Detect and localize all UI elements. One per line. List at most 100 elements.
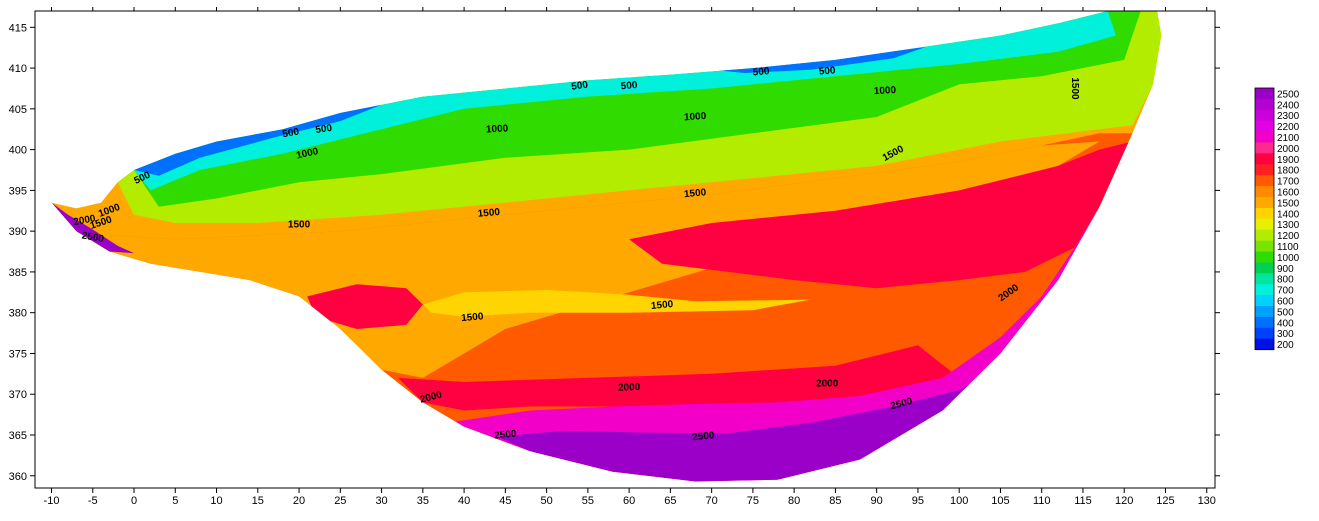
colorbar-swatch-2300 — [1255, 109, 1274, 122]
y-tick-label-380: 380 — [9, 308, 27, 320]
x-tick-label-40: 40 — [458, 495, 470, 507]
colorbar-swatch-400 — [1255, 316, 1274, 329]
x-tick-label-80: 80 — [788, 495, 800, 507]
colorbar-swatch-1400 — [1255, 207, 1274, 220]
x-tick-label-115: 115 — [1074, 495, 1092, 507]
colorbar-swatch-800 — [1255, 273, 1274, 285]
contour-label-27: 2500 — [692, 430, 716, 443]
x-tick-label-125: 125 — [1156, 495, 1174, 507]
contour-label-26: 2500 — [494, 429, 518, 442]
colorbar-label-500: 500 — [1277, 307, 1294, 318]
contour-label-20: 2000 — [73, 213, 97, 228]
x-tick-label-15: 15 — [252, 495, 264, 507]
x-tick-label--5: -5 — [88, 495, 98, 507]
contour-label-5: 500 — [752, 66, 770, 78]
y-tick-label-360: 360 — [9, 471, 27, 483]
colorbar-swatch-900 — [1255, 262, 1274, 274]
colorbar-swatch-1300 — [1255, 218, 1274, 231]
colorbar-label-1500: 1500 — [1277, 198, 1300, 209]
colorbar-swatch-2000 — [1255, 142, 1274, 154]
x-tick-label-30: 30 — [375, 495, 387, 507]
contour-label-9: 1000 — [486, 123, 509, 135]
colorbar-swatch-1000 — [1255, 251, 1274, 263]
y-tick-label-385: 385 — [9, 267, 27, 279]
x-tick-label-85: 85 — [829, 495, 841, 507]
x-tick-label-70: 70 — [706, 495, 718, 507]
colorbar-label-1600: 1600 — [1277, 188, 1300, 199]
contour-label-17: 1500 — [1069, 77, 1080, 100]
y-tick-label-375: 375 — [9, 348, 27, 360]
x-tick-label-25: 25 — [334, 495, 346, 507]
x-tick-label-55: 55 — [582, 495, 594, 507]
x-tick-label-60: 60 — [623, 495, 635, 507]
colorbar-label-1700: 1700 — [1277, 177, 1300, 188]
colorbar-label-1900: 1900 — [1277, 155, 1300, 166]
y-tick-label-390: 390 — [9, 226, 27, 238]
y-tick-label-410: 410 — [9, 63, 27, 75]
contour-label-11: 1000 — [874, 85, 897, 97]
colorbar-swatch-1500 — [1255, 197, 1274, 209]
contour-fill-2500-12 — [497, 353, 1026, 482]
contour-label-23: 2000 — [816, 378, 839, 389]
colorbar-swatch-500 — [1255, 306, 1274, 318]
colorbar-label-1400: 1400 — [1277, 209, 1300, 220]
y-tick-label-365: 365 — [9, 430, 27, 442]
colorbar-label-2000: 2000 — [1277, 144, 1300, 155]
contour-label-19: 1500 — [651, 299, 675, 312]
x-tick-label-110: 110 — [1033, 495, 1051, 507]
colorbar-swatch-2400 — [1255, 98, 1274, 111]
colorbar-label-2300: 2300 — [1277, 111, 1300, 122]
x-tick-label-45: 45 — [499, 495, 511, 507]
y-tick-label-395: 395 — [9, 185, 27, 197]
y-tick-label-370: 370 — [9, 389, 27, 401]
colorbar-label-1100: 1100 — [1277, 242, 1299, 253]
colorbar-label-800: 800 — [1277, 275, 1294, 286]
colorbar-label-2400: 2400 — [1277, 100, 1300, 111]
x-tick-label-95: 95 — [912, 495, 924, 507]
colorbar-swatch-200 — [1255, 338, 1274, 351]
x-tick-label-50: 50 — [540, 495, 552, 507]
contour-label-10: 1000 — [684, 111, 707, 124]
plot-frame — [34, 10, 1216, 489]
colorbar-legend: 2500240023002200210020001900180017001600… — [1254, 87, 1300, 351]
colorbar-swatch-2100 — [1255, 131, 1274, 143]
section-fill-layer — [51, 11, 1162, 482]
colorbar-swatch-2500 — [1255, 88, 1274, 100]
contour-label-8: 1000 — [295, 146, 319, 161]
colorbar-label-2500: 2500 — [1277, 89, 1300, 100]
x-tick-label-90: 90 — [871, 495, 883, 507]
contour-label-14: 1500 — [477, 207, 501, 220]
contour-label-15: 1500 — [684, 187, 708, 200]
contour-fill-2100-11 — [447, 133, 1133, 482]
y-tick-label-415: 415 — [9, 22, 27, 34]
contour-label-4: 500 — [620, 80, 638, 92]
contour-label-13: 1500 — [288, 219, 311, 230]
colorbar-swatch-1200 — [1255, 229, 1274, 242]
colorbar-swatch-1800 — [1255, 164, 1274, 176]
x-tick-label-35: 35 — [417, 495, 429, 507]
colorbar-label-1000: 1000 — [1277, 253, 1300, 264]
colorbar-swatch-700 — [1255, 284, 1274, 296]
y-tick-label-405: 405 — [9, 104, 27, 116]
contour-label-1: 500 — [282, 127, 301, 141]
colorbar-label-2200: 2200 — [1277, 122, 1300, 133]
y-axis: 360 365 370 375 380 385 390 395 400 405 410 415 — [9, 22, 1220, 483]
colorbar-swatch-1600 — [1255, 186, 1274, 198]
colorbar-label-900: 900 — [1277, 264, 1294, 275]
contour-label-25: 2500 — [81, 230, 105, 245]
contour-fill-1400-7 — [422, 289, 811, 317]
colorbar-label-200: 200 — [1277, 340, 1294, 351]
contour-fill-1900-8 — [629, 141, 1133, 289]
colorbar-label-400: 400 — [1277, 318, 1294, 329]
x-axis: -10 -5 0 5 10 15 20 25 30 35 40 45 50 55 60 65 70 75 80 85 9… — [44, 7, 1216, 507]
colorbar-swatch-1900 — [1255, 153, 1274, 165]
contour-fill-400-3 — [134, 104, 382, 176]
x-tick-label--10: -10 — [44, 495, 60, 507]
y-tick-label-400: 400 — [9, 145, 27, 157]
colorbar-frame — [1254, 87, 1275, 351]
colorbar-swatch-600 — [1255, 295, 1274, 307]
x-tick-label-0: 0 — [131, 495, 137, 507]
x-tick-label-65: 65 — [664, 495, 676, 507]
colorbar-swatch-300 — [1255, 327, 1274, 340]
